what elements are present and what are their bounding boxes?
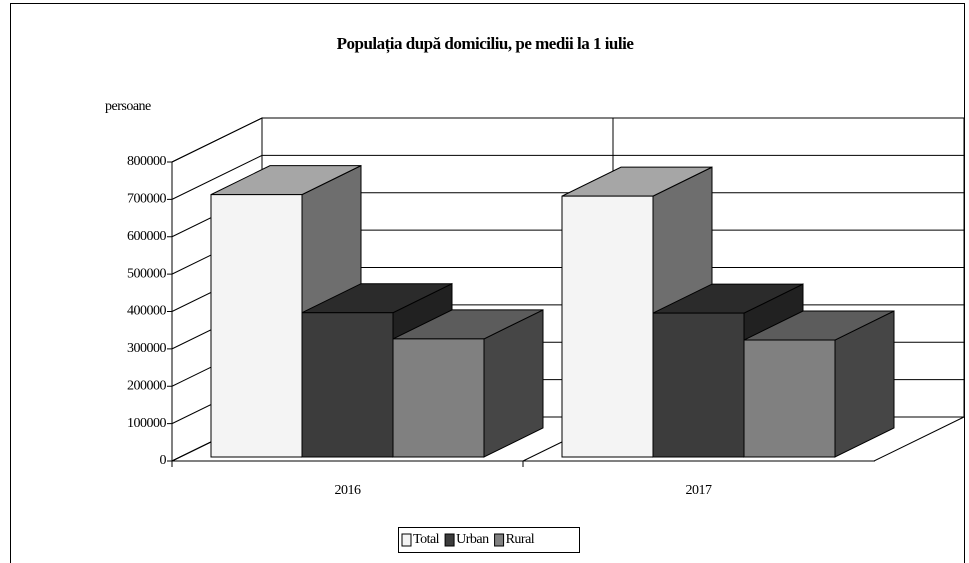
bar bbox=[301, 312, 394, 458]
y-tick-label: 800000 bbox=[127, 154, 167, 169]
x-tick-label: 2017 bbox=[686, 483, 713, 498]
y-tick-label: 600000 bbox=[127, 229, 167, 244]
y-tick-label: 0 bbox=[160, 453, 167, 468]
legend-swatch bbox=[401, 533, 412, 547]
legend-label: Total bbox=[413, 532, 440, 547]
grid-line bbox=[171, 154, 964, 200]
bar bbox=[561, 195, 654, 458]
legend-label: Urban bbox=[456, 532, 489, 547]
legend-label: Rural bbox=[506, 532, 535, 547]
y-axis-label: persoane bbox=[105, 99, 151, 114]
x-tick-label: 2016 bbox=[335, 483, 362, 498]
legend-swatch bbox=[444, 533, 455, 547]
legend-box bbox=[398, 527, 580, 553]
bar bbox=[652, 312, 745, 458]
legend-swatch bbox=[494, 533, 505, 547]
chart-frame bbox=[10, 3, 965, 563]
y-tick-label: 500000 bbox=[127, 266, 167, 281]
bar bbox=[392, 338, 485, 458]
bar bbox=[743, 339, 836, 458]
grid-line bbox=[171, 117, 964, 163]
y-tick-label: 200000 bbox=[127, 378, 167, 393]
y-tick-label: 400000 bbox=[127, 304, 167, 319]
y-tick-label: 100000 bbox=[127, 416, 167, 431]
chart-title: Populația după domiciliu, pe medii la 1 … bbox=[337, 34, 635, 54]
y-tick-label: 300000 bbox=[127, 341, 167, 356]
bar bbox=[210, 194, 303, 458]
y-tick-label: 700000 bbox=[127, 192, 167, 207]
